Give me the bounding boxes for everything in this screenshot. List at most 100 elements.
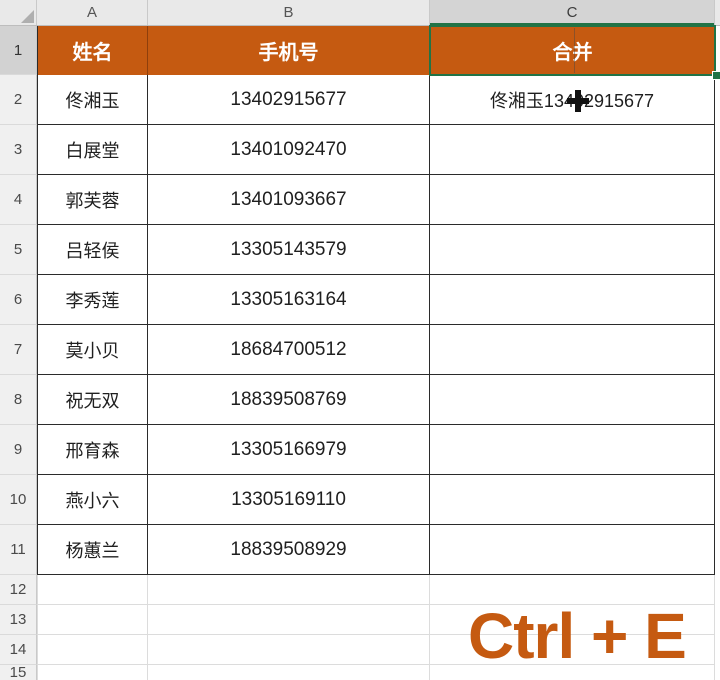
- row-filler: [715, 635, 720, 665]
- fill-handle[interactable]: [712, 71, 720, 80]
- select-all-triangle-icon: [21, 10, 34, 23]
- row-filler: [715, 425, 720, 475]
- column-header-b[interactable]: B: [148, 0, 430, 25]
- row-header-15[interactable]: 15: [0, 664, 37, 680]
- empty-cell[interactable]: [148, 605, 430, 635]
- row-header-1[interactable]: 1: [0, 26, 37, 75]
- row-filler: [715, 525, 720, 575]
- row-filler: [715, 275, 720, 325]
- cell-b5-phone[interactable]: 13305143579: [148, 225, 430, 275]
- table-row: 7 莫小贝 18684700512: [0, 325, 720, 375]
- row-filler: [715, 26, 720, 75]
- row-filler: [715, 575, 720, 605]
- cell-b4-phone[interactable]: 13401093667: [148, 175, 430, 225]
- row-filler: [715, 605, 720, 635]
- column-header-a[interactable]: A: [37, 0, 148, 25]
- cell-c4-merge[interactable]: [430, 175, 715, 225]
- row-filler: [715, 125, 720, 175]
- row-header-10[interactable]: 10: [0, 475, 37, 525]
- cell-b9-phone[interactable]: 13305166979: [148, 425, 430, 475]
- row-filler: [715, 225, 720, 275]
- row-header-6[interactable]: 6: [0, 275, 37, 325]
- cell-a6-name[interactable]: 李秀莲: [37, 275, 148, 325]
- cell-a3-name[interactable]: 白展堂: [37, 125, 148, 175]
- empty-row: 15: [0, 664, 720, 680]
- cell-a9-name[interactable]: 邢育森: [37, 425, 148, 475]
- table-header-row: 1 姓名 手机号 合并: [0, 26, 720, 75]
- row-filler: [715, 665, 720, 680]
- empty-row: 12: [0, 575, 720, 605]
- cell-c8-merge[interactable]: [430, 375, 715, 425]
- table-row: 11 杨蕙兰 18839508929: [0, 525, 720, 575]
- cell-b6-phone[interactable]: 13305163164: [148, 275, 430, 325]
- cell-b7-phone[interactable]: 18684700512: [148, 325, 430, 375]
- empty-cell[interactable]: [37, 605, 148, 635]
- empty-cell[interactable]: [430, 665, 715, 680]
- cell-b11-phone[interactable]: 18839508929: [148, 525, 430, 575]
- cell-a2-name[interactable]: 佟湘玉: [37, 75, 148, 125]
- row-header-8[interactable]: 8: [0, 375, 37, 425]
- cell-b8-phone[interactable]: 18839508769: [148, 375, 430, 425]
- empty-cell[interactable]: [430, 575, 715, 605]
- cursor-bar-vertical: [575, 90, 581, 112]
- table-row: 10 燕小六 13305169110: [0, 475, 720, 525]
- cell-c11-merge[interactable]: [430, 525, 715, 575]
- cell-c10-merge[interactable]: [430, 475, 715, 525]
- cell-a4-name[interactable]: 郭芙蓉: [37, 175, 148, 225]
- row-filler: [715, 475, 720, 525]
- cell-a5-name[interactable]: 吕轻侯: [37, 225, 148, 275]
- empty-cell[interactable]: [430, 605, 715, 635]
- row-header-7[interactable]: 7: [0, 325, 37, 375]
- empty-cell[interactable]: [430, 635, 715, 665]
- cell-a11-name[interactable]: 杨蕙兰: [37, 525, 148, 575]
- empty-cell[interactable]: [148, 635, 430, 665]
- shortcut-hint: Ctrl + E: [468, 600, 687, 672]
- select-all-corner[interactable]: [0, 0, 37, 25]
- empty-cell[interactable]: [37, 635, 148, 665]
- row-header-14[interactable]: 14: [0, 635, 37, 665]
- table-row: 5 吕轻侯 13305143579: [0, 225, 720, 275]
- column-header-filler: [715, 0, 720, 25]
- table-row: 6 李秀莲 13305163164: [0, 275, 720, 325]
- column-header-strip: A B C: [0, 0, 720, 26]
- row-header-12[interactable]: 12: [0, 575, 37, 605]
- row-filler: [715, 375, 720, 425]
- cell-c9-merge[interactable]: [430, 425, 715, 475]
- column-header-c[interactable]: C: [430, 0, 715, 25]
- cell-b10-phone[interactable]: 13305169110: [148, 475, 430, 525]
- row-header-9[interactable]: 9: [0, 425, 37, 475]
- empty-row: 13: [0, 605, 720, 635]
- cell-a10-name[interactable]: 燕小六: [37, 475, 148, 525]
- cell-b1-phone-header[interactable]: 手机号: [148, 26, 430, 75]
- row-filler: [715, 175, 720, 225]
- cell-b3-phone[interactable]: 13401092470: [148, 125, 430, 175]
- empty-cell[interactable]: [148, 575, 430, 605]
- empty-row: 14: [0, 635, 720, 665]
- empty-cell[interactable]: [148, 665, 430, 680]
- row-header-11[interactable]: 11: [0, 525, 37, 575]
- cell-c1-merge-header[interactable]: 合并: [430, 26, 715, 75]
- cell-b2-phone[interactable]: 13402915677: [148, 75, 430, 125]
- row-header-4[interactable]: 4: [0, 175, 37, 225]
- empty-cell[interactable]: [37, 665, 148, 680]
- excel-cross-cursor-icon: [567, 90, 589, 112]
- cell-a1-name-header[interactable]: 姓名: [37, 26, 148, 75]
- row-header-2[interactable]: 2: [0, 75, 37, 125]
- cell-a8-name[interactable]: 祝无双: [37, 375, 148, 425]
- row-header-13[interactable]: 13: [0, 605, 37, 635]
- cell-c6-merge[interactable]: [430, 275, 715, 325]
- cell-a7-name[interactable]: 莫小贝: [37, 325, 148, 375]
- row-filler: [715, 75, 720, 125]
- cell-c7-merge[interactable]: [430, 325, 715, 375]
- table-row: 4 郭芙蓉 13401093667: [0, 175, 720, 225]
- row-filler: [715, 325, 720, 375]
- cell-c5-merge[interactable]: [430, 225, 715, 275]
- table-row: 9 邢育森 13305166979: [0, 425, 720, 475]
- table-row: 3 白展堂 13401092470: [0, 125, 720, 175]
- empty-cell[interactable]: [37, 575, 148, 605]
- row-header-5[interactable]: 5: [0, 225, 37, 275]
- cell-c3-merge[interactable]: [430, 125, 715, 175]
- row-header-3[interactable]: 3: [0, 125, 37, 175]
